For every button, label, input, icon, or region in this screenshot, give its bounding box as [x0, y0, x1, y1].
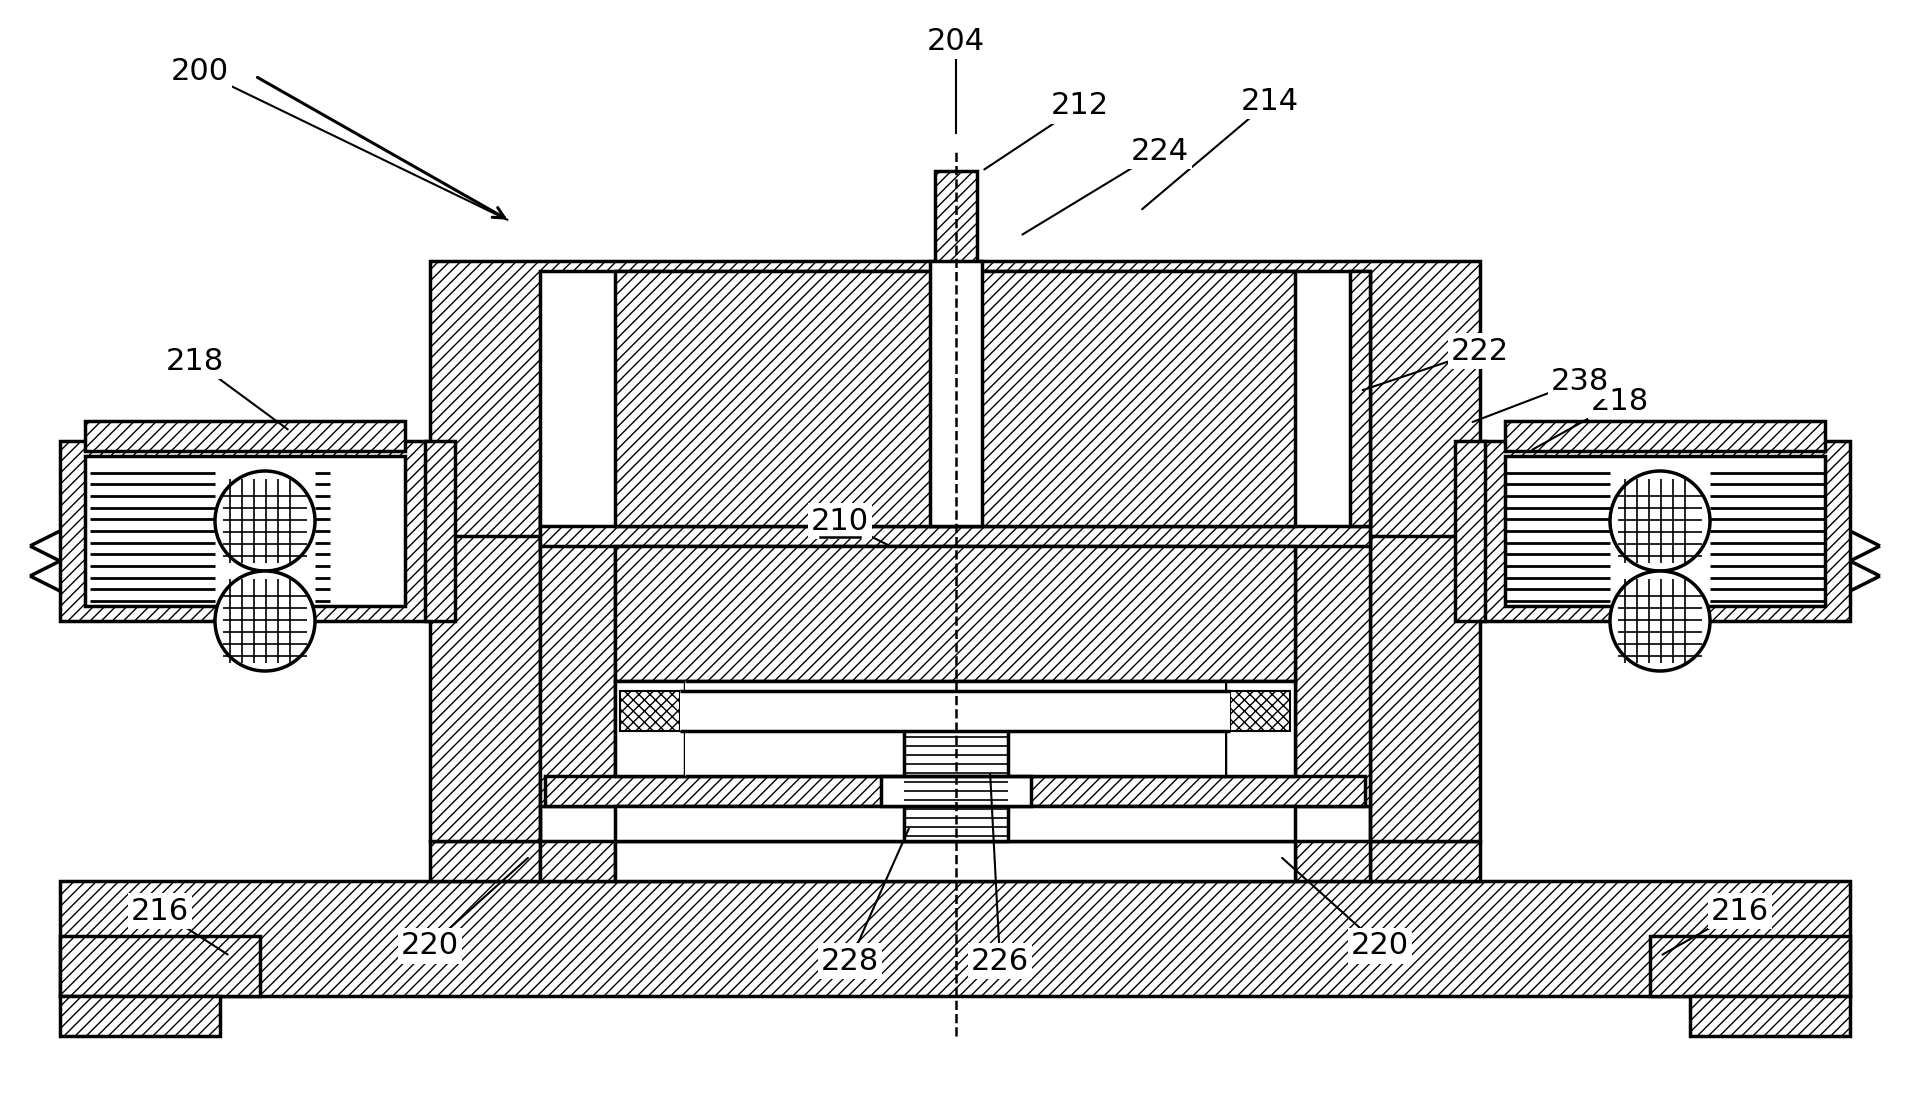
Text: 216: 216 — [1711, 897, 1769, 925]
Text: 238: 238 — [1551, 367, 1610, 396]
Text: 218: 218 — [166, 347, 224, 376]
Circle shape — [1610, 471, 1709, 571]
Text: 220: 220 — [402, 931, 459, 961]
Text: 214: 214 — [1241, 87, 1298, 116]
Polygon shape — [885, 693, 1027, 721]
Text: 212: 212 — [1052, 91, 1109, 120]
Text: 218: 218 — [1591, 387, 1650, 416]
Polygon shape — [430, 261, 1480, 536]
Polygon shape — [1371, 506, 1480, 841]
Text: 226: 226 — [971, 947, 1029, 975]
Circle shape — [214, 471, 315, 571]
Polygon shape — [935, 171, 977, 271]
Polygon shape — [424, 441, 455, 621]
Text: 224: 224 — [1130, 137, 1189, 166]
Polygon shape — [1226, 681, 1294, 775]
Polygon shape — [1505, 421, 1824, 451]
Polygon shape — [929, 261, 983, 526]
Polygon shape — [545, 775, 1365, 805]
Polygon shape — [390, 536, 440, 565]
Polygon shape — [881, 775, 1031, 805]
Polygon shape — [616, 546, 1294, 681]
Polygon shape — [1371, 841, 1480, 881]
Polygon shape — [616, 271, 1294, 526]
Polygon shape — [619, 691, 681, 731]
Polygon shape — [904, 721, 1008, 841]
Polygon shape — [1690, 995, 1851, 1035]
Polygon shape — [59, 995, 220, 1035]
Polygon shape — [430, 506, 539, 841]
Polygon shape — [1470, 536, 1520, 565]
Polygon shape — [681, 691, 1229, 731]
Polygon shape — [59, 935, 260, 995]
Polygon shape — [1480, 441, 1851, 621]
Polygon shape — [539, 841, 616, 881]
Circle shape — [1610, 571, 1709, 671]
Polygon shape — [1294, 496, 1371, 805]
Text: 200: 200 — [170, 57, 229, 86]
Text: 220: 220 — [1352, 931, 1409, 961]
Text: 228: 228 — [820, 947, 880, 975]
Text: 222: 222 — [1451, 337, 1509, 366]
Polygon shape — [616, 805, 1294, 841]
Polygon shape — [684, 681, 1226, 775]
Text: 204: 204 — [927, 27, 985, 56]
Text: 216: 216 — [130, 897, 189, 925]
Text: 210: 210 — [811, 507, 870, 536]
Polygon shape — [59, 441, 430, 621]
Polygon shape — [1505, 456, 1824, 605]
Polygon shape — [84, 456, 405, 605]
Polygon shape — [1229, 691, 1291, 731]
Polygon shape — [539, 496, 1371, 546]
Polygon shape — [539, 496, 616, 805]
Polygon shape — [84, 421, 405, 451]
Polygon shape — [616, 681, 684, 775]
Polygon shape — [616, 841, 1294, 881]
Polygon shape — [1455, 441, 1486, 621]
Polygon shape — [1650, 935, 1851, 995]
Circle shape — [214, 571, 315, 671]
Polygon shape — [1350, 271, 1371, 526]
Polygon shape — [539, 271, 1371, 526]
Polygon shape — [1294, 841, 1371, 881]
Polygon shape — [430, 841, 539, 881]
Polygon shape — [59, 881, 1851, 995]
